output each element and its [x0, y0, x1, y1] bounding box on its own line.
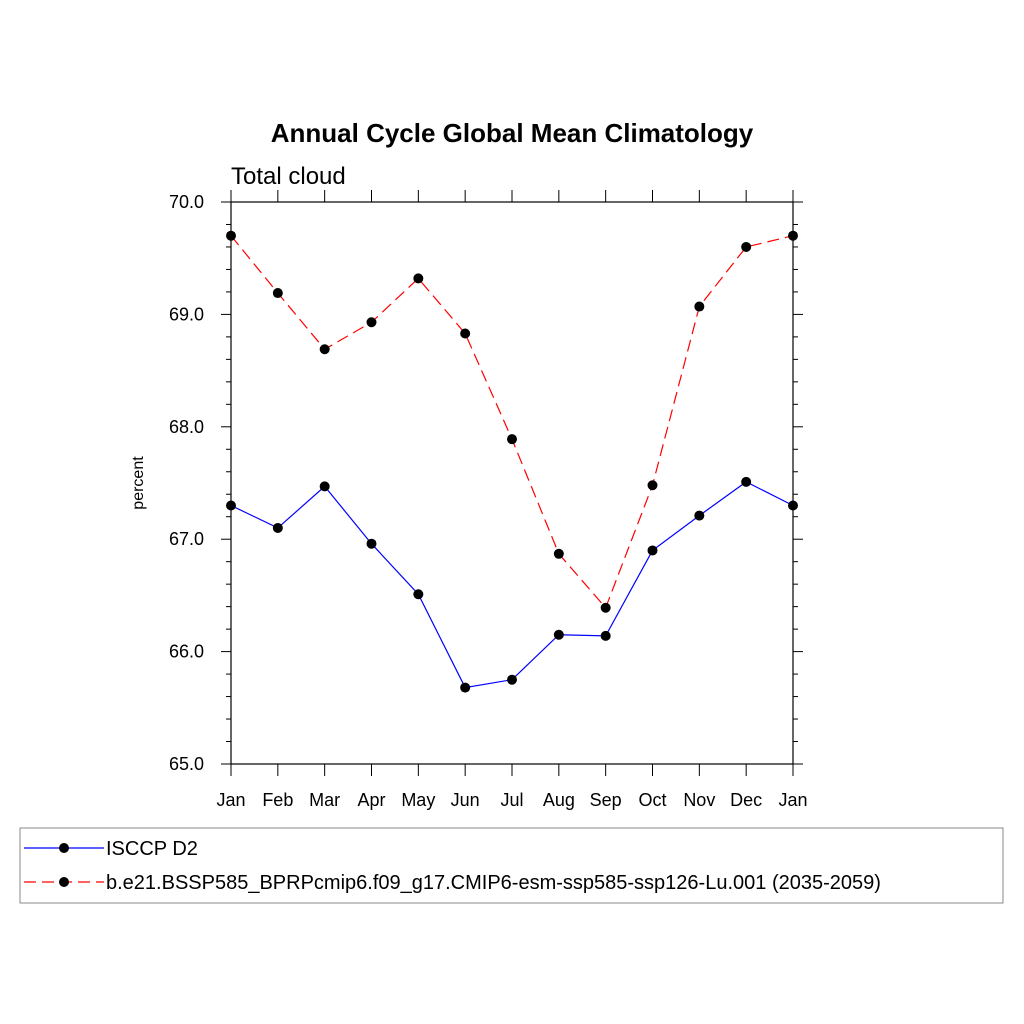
series-layer	[226, 230, 798, 693]
x-tick-label: Jun	[451, 790, 480, 810]
legend: ISCCP D2 b.e21.BSSP585_BPRPcmip6.f09_g17.…	[19, 827, 1004, 904]
data-point	[507, 674, 517, 685]
legend-marker	[59, 877, 69, 887]
series-line	[230, 235, 794, 609]
chart-title: Annual Cycle Global Mean Climatology	[271, 118, 754, 148]
data-point	[319, 481, 330, 492]
data-point	[694, 301, 705, 312]
plot-frame	[230, 201, 794, 765]
chart-subtitle: Total cloud	[231, 163, 346, 190]
data-point	[413, 273, 424, 284]
y-tick-label: 70.0	[169, 192, 204, 212]
x-tick-label: Aug	[543, 790, 575, 810]
data-point	[788, 500, 798, 511]
data-point	[460, 328, 471, 339]
y-tick-label: 65.0	[169, 754, 204, 774]
data-point	[319, 344, 330, 355]
legend-marker	[59, 843, 69, 853]
x-tick-label: Oct	[638, 790, 666, 810]
x-tick-label: Feb	[262, 790, 293, 810]
data-point	[507, 434, 517, 445]
data-point	[600, 630, 611, 641]
y-tick-label: 68.0	[169, 417, 204, 437]
legend-box	[19, 827, 1004, 904]
data-point	[647, 480, 658, 491]
y-axis-label: percent	[130, 456, 147, 510]
data-point	[694, 510, 705, 521]
data-point	[413, 589, 424, 600]
series-line	[230, 481, 794, 689]
x-tick-label: Mar	[309, 790, 340, 810]
data-point	[460, 682, 471, 693]
x-tick-label: May	[401, 790, 435, 810]
x-tick-label: Nov	[683, 790, 715, 810]
x-tick-label: Dec	[730, 790, 762, 810]
x-tick-label: Jul	[500, 790, 523, 810]
legend-label: b.e21.BSSP585_BPRPcmip6.f09_g17.CMIP6-es…	[106, 872, 881, 894]
data-point	[226, 230, 236, 241]
data-point	[553, 548, 564, 559]
data-point	[741, 476, 752, 487]
x-tick-label: Apr	[357, 790, 385, 810]
y-tick-label: 69.0	[169, 304, 204, 324]
x-tick-label: Sep	[590, 790, 622, 810]
axis-ticks	[221, 190, 803, 776]
data-point	[272, 288, 283, 299]
data-point	[366, 538, 377, 549]
data-point	[647, 545, 658, 556]
x-tick-label: Jan	[216, 790, 245, 810]
x-tick-labels: Jan Feb Mar Apr May Jun Jul Aug Sep Oct Nov Dec Jan	[216, 790, 807, 810]
data-point	[366, 317, 377, 328]
y-tick-labels: 65.0 66.0 67.0 68.0 69.0 70.0	[169, 192, 204, 774]
data-point	[553, 629, 564, 640]
x-tick-label: Jan	[778, 790, 807, 810]
legend-label: ISCCP D2	[106, 838, 198, 860]
data-point	[272, 522, 283, 533]
y-tick-label: 67.0	[169, 529, 204, 549]
data-point	[226, 500, 236, 511]
data-point	[741, 241, 752, 252]
y-tick-label: 66.0	[169, 642, 204, 662]
data-point	[788, 230, 798, 241]
data-point	[600, 602, 611, 613]
